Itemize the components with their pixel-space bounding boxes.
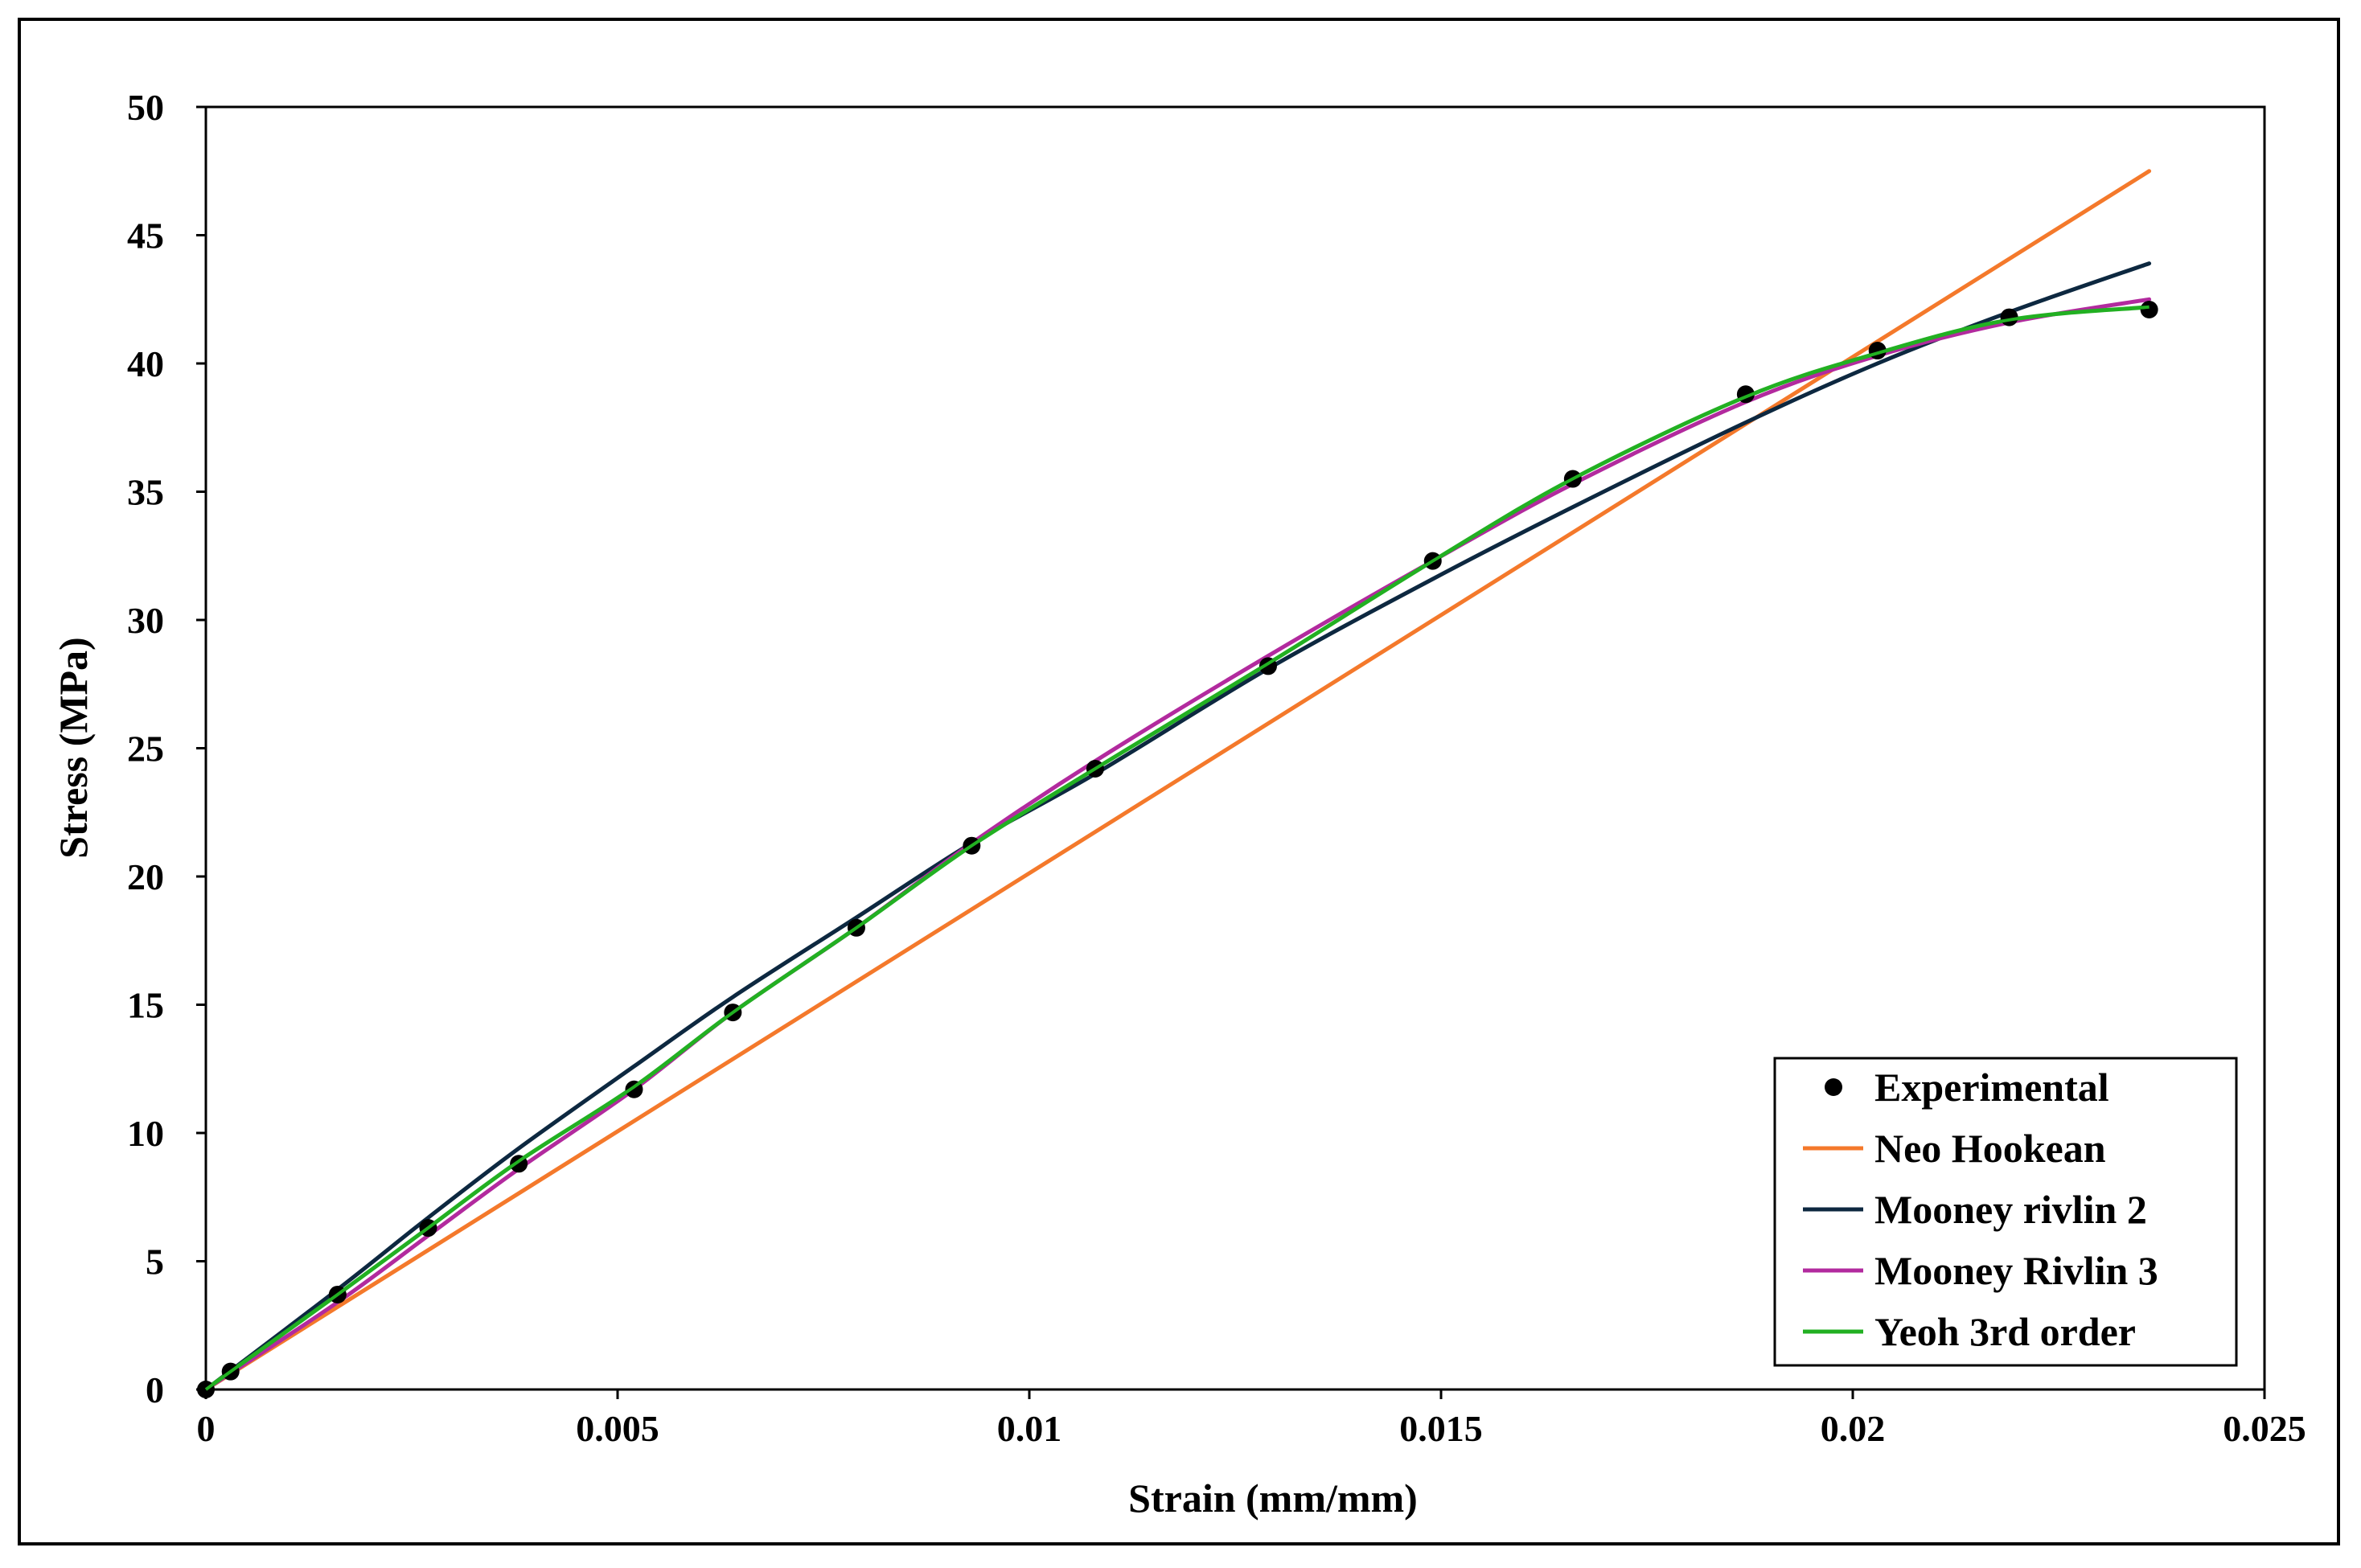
y-tick-label: 0: [146, 1369, 164, 1410]
series-line-yeoh-overlay: [204, 305, 2150, 1391]
legend-label: Experimental: [1874, 1065, 2109, 1110]
legend-label: Neo Hookean: [1874, 1126, 2106, 1171]
y-axis-title: Stress (MPa): [51, 637, 96, 858]
y-tick-label: 5: [146, 1242, 164, 1283]
y-tick-label: 15: [127, 985, 164, 1026]
legend-label: Mooney rivlin 2: [1874, 1187, 2147, 1232]
y-tick-label: 50: [127, 87, 164, 128]
chart-frame: [18, 18, 2340, 1545]
experimental-point: [2140, 301, 2158, 319]
x-tick-label: 0.005: [576, 1408, 659, 1449]
y-tick-label: 20: [127, 856, 164, 897]
y-tick-label: 25: [127, 729, 164, 770]
series-layer: [197, 169, 2158, 1398]
legend-label: Yeoh 3rd order: [1874, 1309, 2136, 1354]
y-tick-label: 45: [127, 215, 164, 257]
y-tick-label: 35: [127, 472, 164, 513]
y-axis-ticks: 0 5 10 15 20 25 30 35 40 45 50: [127, 87, 206, 1410]
series-line-mooney-rivlin-3: [203, 297, 2152, 1392]
legend-marker: [1825, 1078, 1842, 1096]
legend-label: Mooney Rivlin 3: [1874, 1248, 2158, 1293]
x-tick-label: 0.01: [997, 1408, 1062, 1449]
x-tick-label: 0.025: [2223, 1408, 2306, 1449]
x-axis-ticks: 0 0.005 0.01 0.015 0.02 0.025: [197, 1389, 2306, 1449]
x-axis-title: Strain (mm/mm): [1128, 1476, 1418, 1521]
y-tick-label: 10: [127, 1113, 164, 1154]
y-tick-label: 30: [127, 600, 164, 641]
y-tick-label: 40: [127, 343, 164, 384]
x-tick-label: 0: [197, 1408, 216, 1449]
legend: Experimental Neo Hookean Mooney rivlin 2 Mo…: [1773, 1057, 2238, 1367]
legend-box: [1773, 1057, 2238, 1367]
series-line-mooney-rivlin-2: [203, 261, 2152, 1392]
x-tick-label: 0.015: [1399, 1408, 1483, 1449]
legend-entries: Experimental Neo Hookean Mooney rivlin 2 Mo…: [1803, 1065, 2158, 1354]
x-tick-label: 0.02: [1821, 1408, 1886, 1449]
